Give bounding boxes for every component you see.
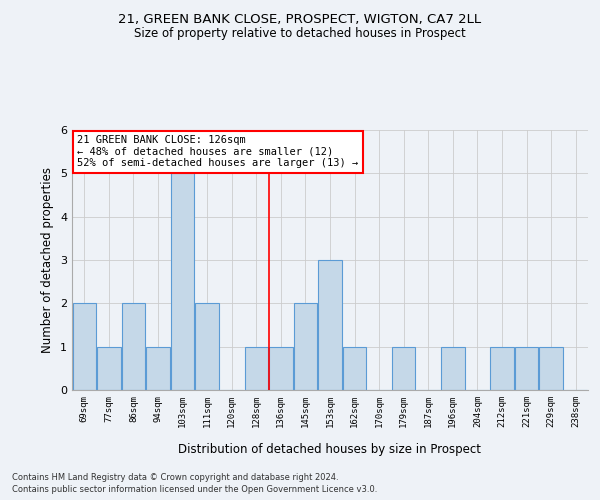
Bar bbox=[122, 304, 145, 390]
Bar bbox=[392, 346, 415, 390]
Bar bbox=[146, 346, 170, 390]
Bar bbox=[343, 346, 366, 390]
Text: Contains HM Land Registry data © Crown copyright and database right 2024.: Contains HM Land Registry data © Crown c… bbox=[12, 472, 338, 482]
Text: 21, GREEN BANK CLOSE, PROSPECT, WIGTON, CA7 2LL: 21, GREEN BANK CLOSE, PROSPECT, WIGTON, … bbox=[118, 12, 482, 26]
Bar bbox=[97, 346, 121, 390]
Text: Distribution of detached houses by size in Prospect: Distribution of detached houses by size … bbox=[179, 442, 482, 456]
Bar bbox=[294, 304, 317, 390]
Bar bbox=[490, 346, 514, 390]
Text: Size of property relative to detached houses in Prospect: Size of property relative to detached ho… bbox=[134, 28, 466, 40]
Bar bbox=[245, 346, 268, 390]
Y-axis label: Number of detached properties: Number of detached properties bbox=[41, 167, 55, 353]
Text: Contains public sector information licensed under the Open Government Licence v3: Contains public sector information licen… bbox=[12, 485, 377, 494]
Text: 21 GREEN BANK CLOSE: 126sqm
← 48% of detached houses are smaller (12)
52% of sem: 21 GREEN BANK CLOSE: 126sqm ← 48% of det… bbox=[77, 135, 358, 168]
Bar bbox=[171, 174, 194, 390]
Bar bbox=[319, 260, 341, 390]
Bar bbox=[441, 346, 464, 390]
Bar bbox=[73, 304, 96, 390]
Bar bbox=[539, 346, 563, 390]
Bar bbox=[269, 346, 293, 390]
Bar bbox=[515, 346, 538, 390]
Bar bbox=[196, 304, 219, 390]
